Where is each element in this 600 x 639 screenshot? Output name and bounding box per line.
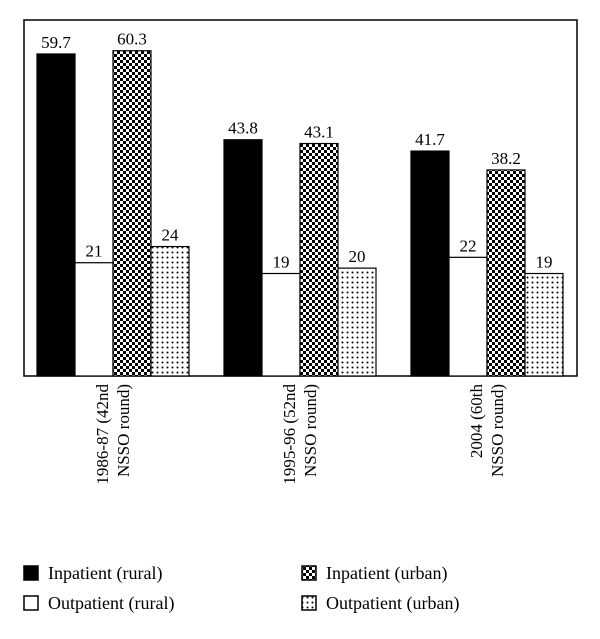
category-label-1: 1986-87 (42nd NSSO round)	[93, 384, 133, 485]
legend-label-outpatient-urban: Outpatient (urban)	[326, 593, 459, 614]
value-label-outpatient-rural-2: 19	[273, 253, 290, 272]
legend: Inpatient (rural) Inpatient (urban) Outpat…	[23, 563, 459, 614]
value-label-inpatient-rural-1: 59.7	[41, 33, 71, 52]
bar-inpatient-urban-1	[112, 50, 152, 377]
category-labels-group: 1986-87 (42nd NSSO round) 1995-96 (52nd NSS…	[93, 384, 507, 485]
value-label-inpatient-rural-3: 41.7	[415, 130, 445, 149]
category-label-line: 1986-87 (42nd	[93, 384, 112, 485]
category-label-line: NSSO round)	[488, 384, 507, 477]
bar-outpatient-rural-2	[261, 272, 301, 377]
category-label-3: 2004 (60th NSSO round)	[467, 384, 507, 478]
legend-swatch-inpatient-rural	[23, 565, 39, 581]
value-labels-group: 59.7 21 60.3 24 43.8 19 43.1 20 41.7 22 38.2 19	[41, 30, 552, 272]
value-label-outpatient-rural-3: 22	[460, 236, 477, 255]
legend-swatch-outpatient-rural	[23, 595, 39, 611]
legend-item-inpatient-rural: Inpatient (rural)	[23, 563, 162, 584]
bar-inpatient-urban-3	[486, 169, 526, 377]
bar-inpatient-rural-1	[36, 53, 76, 377]
legend-label-inpatient-urban: Inpatient (urban)	[326, 563, 447, 584]
legend-swatch-inpatient-urban	[301, 565, 317, 581]
value-label-outpatient-urban-2: 20	[349, 247, 366, 266]
category-label-2: 1995-96 (52nd NSSO round)	[280, 384, 320, 485]
legend-item-outpatient-urban: Outpatient (urban)	[301, 593, 459, 614]
value-label-inpatient-rural-2: 43.8	[228, 119, 258, 138]
category-label-line: NSSO round)	[301, 384, 320, 477]
value-label-inpatient-urban-1: 60.3	[117, 30, 147, 49]
value-label-outpatient-rural-1: 21	[86, 242, 103, 261]
legend-label-inpatient-rural: Inpatient (rural)	[48, 563, 162, 584]
value-label-outpatient-urban-1: 24	[162, 226, 180, 245]
category-label-line: NSSO round)	[114, 384, 133, 477]
bar-inpatient-urban-2	[299, 142, 339, 377]
category-label-line: 2004 (60th	[467, 384, 486, 459]
legend-item-outpatient-rural: Outpatient (rural)	[23, 593, 174, 614]
bar-outpatient-rural-1	[74, 262, 114, 377]
category-label-line: 1995-96 (52nd	[280, 384, 299, 485]
bar-outpatient-rural-3	[448, 256, 488, 377]
bar-outpatient-urban-3	[524, 272, 564, 377]
value-label-outpatient-urban-3: 19	[536, 253, 553, 272]
bar-inpatient-rural-2	[223, 139, 263, 377]
bar-outpatient-urban-1	[150, 245, 190, 377]
bar-outpatient-urban-2	[337, 267, 377, 377]
legend-swatch-outpatient-urban	[301, 595, 317, 611]
bars-group	[36, 50, 564, 377]
value-label-inpatient-urban-2: 43.1	[304, 123, 334, 142]
legend-label-outpatient-rural: Outpatient (rural)	[48, 593, 174, 614]
legend-item-inpatient-urban: Inpatient (urban)	[301, 563, 447, 584]
bar-inpatient-rural-3	[410, 150, 450, 377]
value-label-inpatient-urban-3: 38.2	[491, 149, 521, 168]
